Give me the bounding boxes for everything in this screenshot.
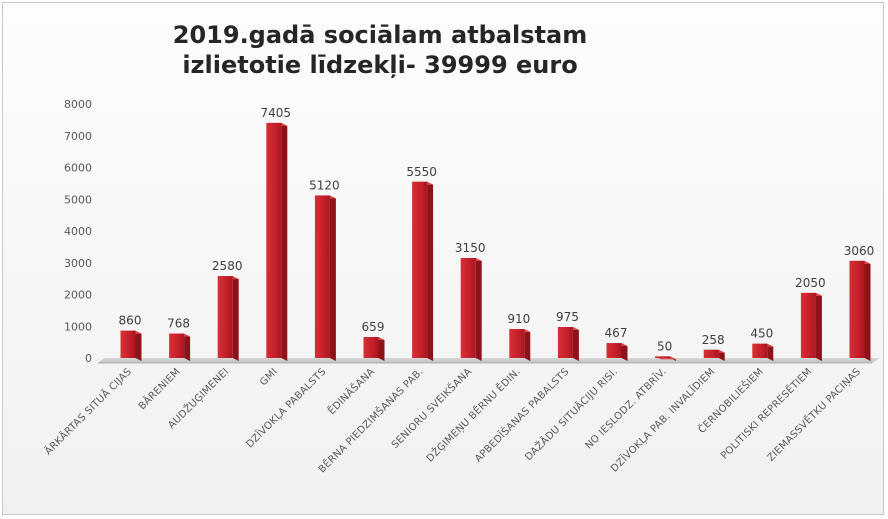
category-label: DZĪVOKĻA PAB. INVALĪDIEM [608, 365, 718, 475]
category-label: BĀRENIEM [135, 365, 182, 412]
data-label: 2580 [212, 259, 243, 273]
bar [849, 260, 871, 361]
data-label: 467 [605, 326, 628, 340]
bar-front [606, 343, 622, 358]
category-label: SENIORU SVEIKŠANA [388, 365, 474, 451]
bar-front [266, 122, 282, 358]
category-label: DZĪVOKĻA PABALSTS [243, 365, 328, 450]
bar [266, 122, 288, 361]
category-label: POLITISKI REPRESĒTIEM [718, 365, 815, 462]
bar-front [655, 356, 671, 358]
bar-side [767, 343, 774, 361]
bar-side [135, 330, 142, 361]
bar-front [120, 330, 136, 358]
data-label: 3060 [844, 244, 875, 258]
category-label: BĒRNA PIEDZIMŠANAS PAB. [315, 365, 425, 475]
data-label: 910 [507, 312, 530, 326]
bar [800, 292, 822, 361]
bar-front [752, 343, 768, 358]
y-tick-label: 1000 [64, 320, 92, 333]
bar-side [864, 260, 871, 361]
bar [120, 330, 142, 361]
category-label: DAŽĀDU SITUĀCIJU RISI. [522, 365, 620, 463]
bar-front [363, 337, 379, 358]
data-label: 659 [362, 320, 385, 334]
data-label: 50 [657, 339, 672, 353]
bar-front [217, 276, 233, 358]
bar-side [475, 257, 482, 361]
category-label: ZIEMASSVĒTKU PACIŅAS [764, 365, 863, 464]
bar [169, 333, 191, 361]
category-label: DŽĢIMEŅU BĒRNU ĒDIN. [423, 365, 523, 465]
bar [314, 195, 336, 361]
bar-side [184, 333, 191, 361]
bar-side [815, 292, 822, 361]
bar-side [232, 276, 239, 361]
chart-title: 2019.gadā sociālam atbalstam izlietotie … [150, 20, 610, 80]
bar [460, 257, 482, 361]
y-tick-label: 5000 [64, 193, 92, 206]
category-label: APBEDĪŠANAS PABALSTS [472, 365, 572, 465]
bar [412, 181, 434, 361]
bar-front [800, 292, 816, 358]
category-label: GMI [258, 366, 280, 388]
bar-side [621, 343, 628, 361]
bar [752, 343, 774, 361]
data-label: 450 [750, 327, 773, 341]
bar-side [281, 122, 288, 361]
bar-side [427, 181, 434, 361]
chart-title-line-1: 2019.gadā sociālam atbalstam [172, 21, 588, 49]
data-label: 860 [119, 314, 142, 328]
data-label: 768 [167, 317, 190, 331]
y-tick-label: 4000 [64, 225, 92, 238]
bar-side [378, 337, 385, 361]
data-label: 258 [702, 333, 725, 347]
data-label: 2050 [795, 276, 826, 290]
bar [703, 349, 725, 361]
bar [655, 356, 677, 361]
bar-front [557, 327, 573, 358]
bar-front [314, 195, 330, 358]
bar-front [412, 181, 428, 358]
chart-title-line-2: izlietotie līdzekļi- 39999 euro [182, 51, 578, 79]
bar [363, 337, 385, 361]
bar-front [169, 333, 185, 358]
y-tick-label: 0 [85, 352, 92, 365]
bar-front [703, 349, 719, 358]
y-tick-label: 7000 [64, 130, 92, 143]
data-label: 5550 [406, 165, 437, 179]
bar [606, 343, 628, 361]
bar-side [524, 329, 531, 361]
bar-front [460, 257, 476, 358]
y-tick-label: 2000 [64, 289, 92, 302]
bar [509, 329, 531, 361]
y-tick-label: 3000 [64, 257, 92, 270]
y-tick-label: 8000 [64, 98, 92, 111]
bar-front [509, 329, 525, 358]
category-label: NO IESLODZ. ATBRĪV. [582, 365, 669, 452]
data-label: 5120 [309, 178, 340, 192]
chart-floor [98, 358, 880, 363]
y-tick-label: 6000 [64, 162, 92, 175]
category-label: ĒDINĀŠANA [325, 365, 377, 417]
data-label: 975 [556, 310, 579, 324]
data-label: 7405 [261, 106, 292, 120]
bar-side [329, 195, 336, 361]
bar-side [572, 327, 579, 361]
bar-front [849, 260, 865, 358]
bar [557, 327, 579, 361]
data-label: 3150 [455, 241, 486, 255]
category-label: ĀRKĀRTAS SITUĀ CIJAS [42, 365, 134, 457]
bar [217, 276, 239, 361]
